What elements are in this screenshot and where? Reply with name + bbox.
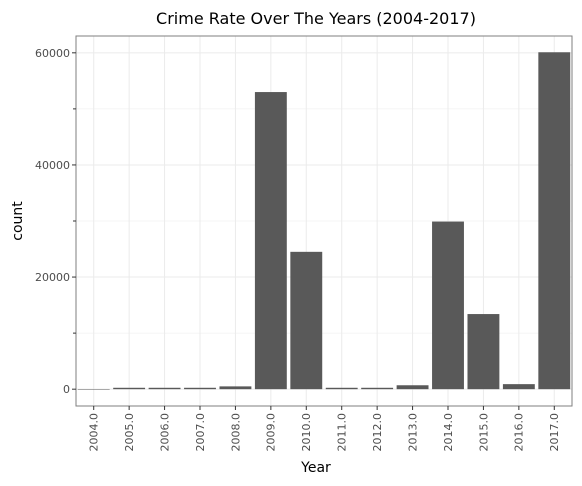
bar <box>538 52 570 389</box>
x-tick-label: 2012.0 <box>371 413 384 452</box>
x-tick-label: 2014.0 <box>442 413 455 452</box>
bar <box>219 386 251 389</box>
x-tick-label: 2010.0 <box>300 413 313 452</box>
y-tick-label: 0 <box>63 383 70 396</box>
x-tick-label: 2008.0 <box>229 413 242 452</box>
x-axis-ticks: 2004.0 2005.0 2006.0 2007.0 2008.0 2009.0 2010… <box>88 406 562 452</box>
bar <box>255 92 287 389</box>
x-tick-label: 2005.0 <box>123 413 136 452</box>
x-tick-label: 2011.0 <box>336 413 349 452</box>
x-tick-label: 2009.0 <box>265 413 278 452</box>
y-tick-label: 40000 <box>35 159 70 172</box>
bar <box>113 388 145 389</box>
bar <box>432 222 464 390</box>
bar <box>397 385 429 389</box>
bar <box>361 388 393 389</box>
x-tick-label: 2004.0 <box>88 413 101 452</box>
y-axis-title: count <box>10 201 26 241</box>
x-axis-title: Year <box>300 460 331 476</box>
x-tick-label: 2016.0 <box>513 413 526 452</box>
bar <box>467 314 499 389</box>
x-tick-label: 2013.0 <box>406 413 419 452</box>
y-tick-label: 20000 <box>35 271 70 284</box>
bar <box>149 388 181 389</box>
bar <box>78 389 110 390</box>
x-tick-label: 2017.0 <box>548 413 561 452</box>
y-tick-label: 60000 <box>35 47 70 60</box>
chart-title: Crime Rate Over The Years (2004-2017) <box>156 9 476 28</box>
bar <box>290 252 322 389</box>
x-tick-label: 2015.0 <box>477 413 490 452</box>
x-tick-label: 2006.0 <box>158 413 171 452</box>
bar <box>184 388 216 389</box>
x-tick-label: 2007.0 <box>194 413 207 452</box>
bar <box>503 384 535 389</box>
bar <box>326 388 358 389</box>
y-axis-ticks: 0 20000 40000 60000 <box>35 47 76 396</box>
